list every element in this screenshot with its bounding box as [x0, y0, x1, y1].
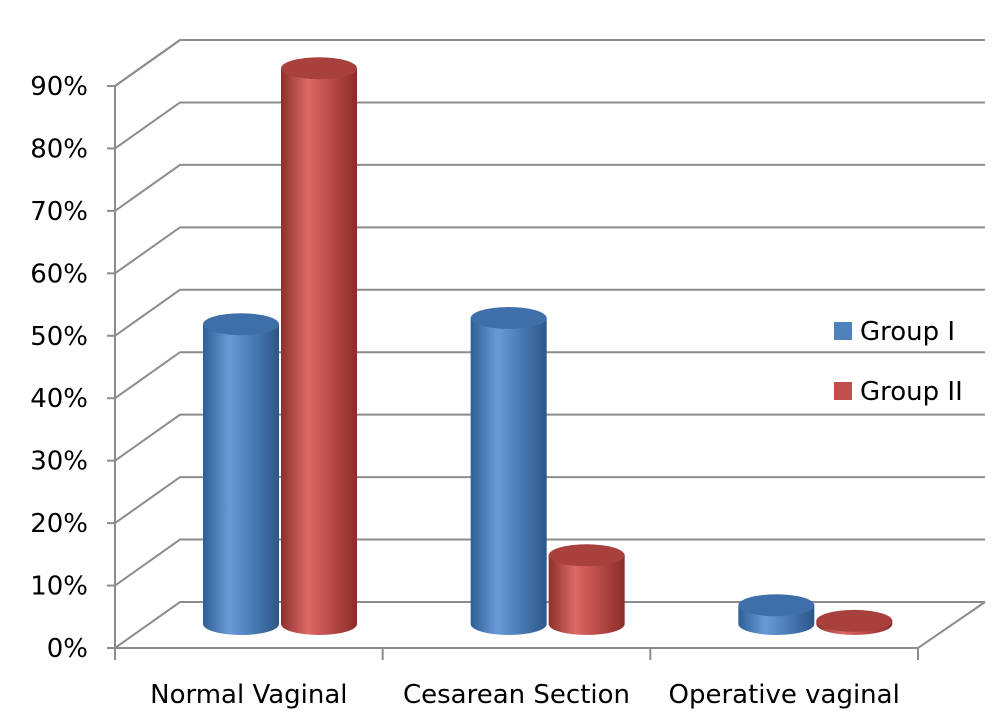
y-tick-label: 70%	[30, 197, 88, 227]
x-tick-label: Operative vaginal	[668, 680, 899, 710]
gridline	[114, 101, 985, 150]
bar-group-ii	[816, 609, 893, 636]
bar-group-ii	[281, 57, 357, 635]
gridline	[114, 226, 985, 275]
gridline	[114, 163, 985, 212]
bar-top	[816, 609, 893, 632]
bar-group-i	[470, 307, 547, 635]
legend-swatch	[834, 322, 852, 340]
bar-top	[281, 57, 357, 80]
chart-legend: Group I Group II	[834, 317, 963, 407]
bar-body	[548, 555, 625, 636]
bar-group-i	[203, 313, 279, 635]
legend-swatch	[834, 382, 852, 400]
chart-gridlines	[114, 39, 985, 649]
gridline-diagonal	[114, 39, 181, 87]
gridline	[114, 413, 985, 462]
bar-group-i	[738, 594, 815, 636]
y-tick-label: 60%	[30, 259, 88, 289]
bar-group-ii	[548, 544, 625, 636]
chart-axes	[107, 85, 986, 660]
y-tick-label: 20%	[30, 509, 88, 539]
y-tick-label: 0%	[47, 634, 88, 664]
bar-top	[470, 307, 547, 330]
y-tick-label: 80%	[30, 134, 88, 164]
bar-top	[738, 594, 815, 617]
bar-body	[281, 68, 357, 635]
y-tick-label: 90%	[30, 72, 88, 102]
y-tick-label: 30%	[30, 447, 88, 477]
y-tick-label: 50%	[30, 322, 88, 352]
bar-top	[548, 544, 625, 567]
bar-body	[470, 318, 547, 635]
gridline	[114, 476, 985, 524]
gridline	[114, 538, 985, 587]
bar-body	[203, 324, 279, 635]
gridline	[114, 351, 985, 400]
chart-labels: 0% 10% 20% 30% 40% 50% 60% 70% 80% 90% Normal Vagi…	[30, 72, 900, 710]
bar-top	[203, 313, 279, 336]
gridline	[114, 601, 985, 649]
x-tick-label: Normal Vaginal	[150, 680, 347, 710]
y-tick-label: 40%	[30, 384, 88, 414]
chart-bars	[203, 57, 893, 636]
gridline	[114, 288, 985, 337]
y-tick-label: 10%	[30, 572, 88, 602]
legend-label: Group I	[860, 317, 955, 347]
gridline	[114, 39, 985, 87]
x-tick-label: Cesarean Section	[403, 680, 630, 710]
legend-label: Group II	[860, 377, 963, 407]
